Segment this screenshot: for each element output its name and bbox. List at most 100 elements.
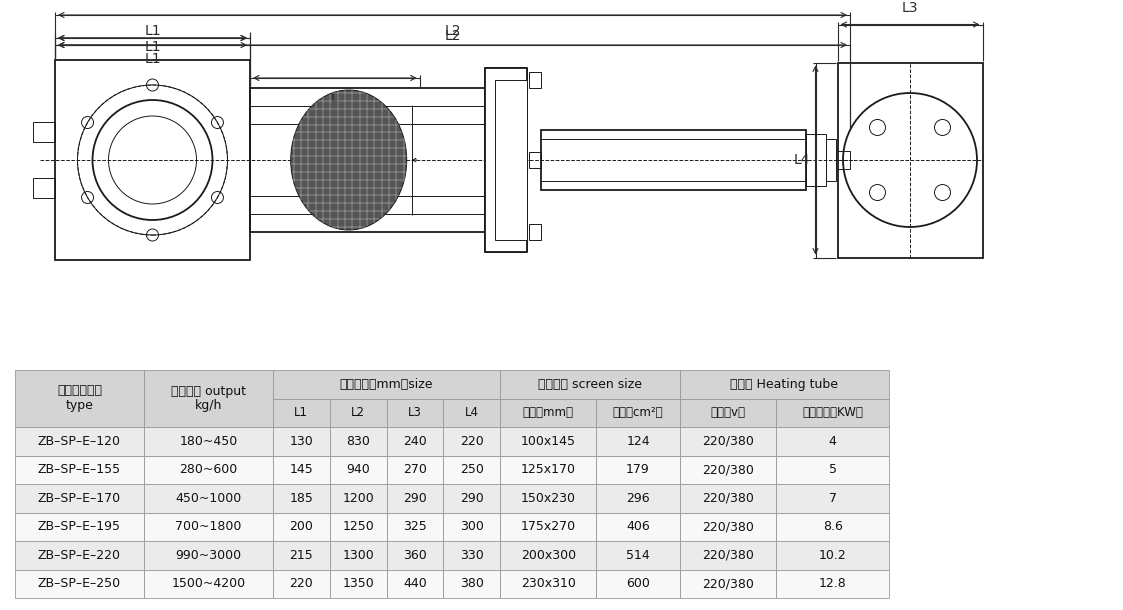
Text: L1: L1	[144, 40, 161, 54]
Bar	[144, 570, 273, 598]
Text: 125x170: 125x170	[521, 463, 576, 476]
Bar	[273, 370, 500, 398]
Text: 1300: 1300	[343, 549, 374, 562]
Bar	[529, 152, 541, 168]
Bar	[596, 512, 679, 541]
Text: 产品规格型号
type: 产品规格型号 type	[57, 384, 102, 412]
Text: L1: L1	[144, 24, 161, 38]
Text: 380: 380	[460, 577, 484, 590]
Bar	[500, 427, 596, 456]
Bar	[144, 370, 273, 427]
Text: 1350: 1350	[343, 577, 374, 590]
Text: 360: 360	[403, 549, 427, 562]
Bar	[679, 484, 776, 512]
Circle shape	[934, 120, 950, 135]
Text: ZB–SP–E–170: ZB–SP–E–170	[38, 492, 121, 504]
Text: 145: 145	[290, 463, 313, 476]
Bar	[273, 541, 330, 570]
Bar	[679, 370, 889, 398]
Bar	[776, 456, 889, 484]
Bar	[500, 541, 596, 570]
Bar	[330, 541, 386, 570]
Text: 300: 300	[460, 520, 484, 533]
Text: 200x300: 200x300	[521, 549, 576, 562]
Text: 5: 5	[829, 463, 837, 476]
Bar	[330, 456, 386, 484]
Text: 990~3000: 990~3000	[175, 549, 241, 562]
Text: L4: L4	[794, 153, 811, 167]
Text: 加热功率（KW）: 加热功率（KW）	[802, 406, 862, 419]
Bar	[273, 427, 330, 456]
Bar	[541, 130, 806, 190]
Text: 290: 290	[403, 492, 427, 504]
Text: 230x310: 230x310	[521, 577, 576, 590]
Text: 220/380: 220/380	[702, 463, 754, 476]
Text: L2: L2	[445, 24, 460, 38]
Bar	[776, 398, 889, 427]
Bar	[386, 484, 444, 512]
Bar	[15, 541, 144, 570]
Text: 250: 250	[460, 463, 484, 476]
Circle shape	[934, 185, 950, 201]
Bar	[596, 456, 679, 484]
Text: 325: 325	[403, 520, 427, 533]
Ellipse shape	[291, 90, 407, 230]
Bar	[250, 88, 485, 232]
Bar	[776, 484, 889, 512]
Bar	[679, 512, 776, 541]
Bar	[836, 151, 850, 169]
Bar	[330, 398, 386, 427]
Text: ZB–SP–E–195: ZB–SP–E–195	[38, 520, 121, 533]
Bar	[679, 427, 776, 456]
Text: 175x270: 175x270	[521, 520, 576, 533]
Text: 1500~4200: 1500~4200	[172, 577, 246, 590]
Text: 200: 200	[290, 520, 313, 533]
Text: 940: 940	[346, 463, 371, 476]
Text: 185: 185	[290, 492, 313, 504]
Bar	[529, 72, 541, 88]
Bar	[596, 427, 679, 456]
Bar	[330, 484, 386, 512]
Bar	[144, 512, 273, 541]
Text: 220: 220	[290, 577, 313, 590]
Bar	[330, 570, 386, 598]
Text: 8.6: 8.6	[823, 520, 842, 533]
Text: ZB–SP–E–120: ZB–SP–E–120	[38, 435, 121, 448]
Bar	[827, 139, 836, 181]
Bar	[529, 224, 541, 240]
Bar	[15, 484, 144, 512]
Text: L2: L2	[351, 406, 365, 419]
Text: ZB–SP–E–220: ZB–SP–E–220	[38, 549, 121, 562]
Bar	[679, 456, 776, 484]
Bar	[495, 80, 527, 240]
Text: 100x145: 100x145	[521, 435, 576, 448]
Bar	[273, 456, 330, 484]
Bar	[330, 512, 386, 541]
Text: 180~450: 180~450	[180, 435, 238, 448]
Text: L3: L3	[408, 406, 422, 419]
Bar	[444, 541, 500, 570]
Bar	[273, 570, 330, 598]
Text: 220/380: 220/380	[702, 520, 754, 533]
Text: L3: L3	[902, 1, 919, 15]
Text: 124: 124	[627, 435, 650, 448]
Text: 700~1800: 700~1800	[175, 520, 241, 533]
Bar	[444, 570, 500, 598]
Bar	[500, 456, 596, 484]
Bar	[444, 484, 500, 512]
Circle shape	[869, 120, 885, 135]
Text: 215: 215	[290, 549, 313, 562]
Bar	[500, 512, 596, 541]
Bar	[15, 427, 144, 456]
Bar	[500, 398, 596, 427]
Text: 220: 220	[460, 435, 484, 448]
Text: 600: 600	[627, 577, 650, 590]
Bar	[273, 512, 330, 541]
Bar	[33, 122, 55, 142]
Bar	[15, 512, 144, 541]
Bar	[596, 541, 679, 570]
Text: 面积（cm²）: 面积（cm²）	[613, 406, 664, 419]
Bar	[776, 512, 889, 541]
Bar	[776, 570, 889, 598]
Text: 130: 130	[290, 435, 313, 448]
